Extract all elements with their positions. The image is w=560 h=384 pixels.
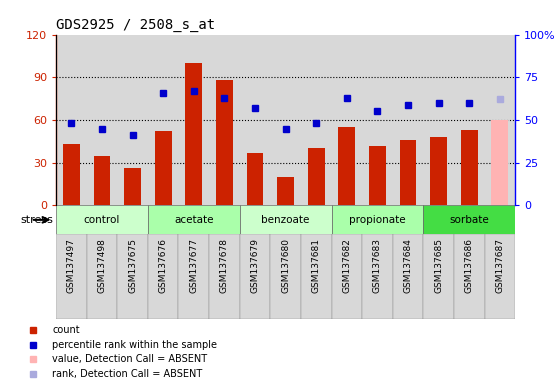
Bar	[179, 35, 209, 205]
Text: GSM137677: GSM137677	[189, 238, 198, 293]
Bar	[393, 35, 423, 205]
Text: GSM137497: GSM137497	[67, 238, 76, 293]
Bar	[484, 234, 515, 319]
Bar	[240, 35, 270, 205]
Text: GSM137683: GSM137683	[373, 238, 382, 293]
Bar	[56, 234, 87, 319]
Text: sorbate: sorbate	[450, 215, 489, 225]
Bar	[63, 144, 80, 205]
Text: GSM137682: GSM137682	[342, 238, 351, 293]
Text: GDS2925 / 2508_s_at: GDS2925 / 2508_s_at	[56, 18, 215, 32]
Text: GSM137681: GSM137681	[312, 238, 321, 293]
Bar	[338, 127, 355, 205]
Bar	[332, 35, 362, 205]
Bar	[185, 63, 202, 205]
Text: GSM137678: GSM137678	[220, 238, 229, 293]
Bar	[270, 234, 301, 319]
Bar	[332, 205, 423, 234]
Bar	[148, 35, 179, 205]
Text: control: control	[84, 215, 120, 225]
Bar	[301, 35, 332, 205]
Bar	[240, 205, 332, 234]
Bar	[423, 205, 515, 234]
Text: stress: stress	[20, 215, 53, 225]
Bar	[94, 156, 110, 205]
Bar	[148, 205, 240, 234]
Bar	[301, 234, 332, 319]
Text: GSM137686: GSM137686	[465, 238, 474, 293]
Text: GSM137684: GSM137684	[404, 238, 413, 293]
Bar	[400, 140, 417, 205]
Bar	[454, 35, 484, 205]
Bar	[492, 120, 508, 205]
Text: GSM137679: GSM137679	[250, 238, 259, 293]
Bar	[117, 234, 148, 319]
Text: GSM137676: GSM137676	[158, 238, 167, 293]
Text: rank, Detection Call = ABSENT: rank, Detection Call = ABSENT	[53, 369, 203, 379]
Text: count: count	[53, 326, 80, 336]
Bar	[369, 146, 386, 205]
Bar	[209, 35, 240, 205]
Text: GSM137687: GSM137687	[496, 238, 505, 293]
Text: GSM137680: GSM137680	[281, 238, 290, 293]
Bar	[56, 205, 148, 234]
Text: GSM137498: GSM137498	[97, 238, 106, 293]
Text: percentile rank within the sample: percentile rank within the sample	[53, 340, 217, 350]
Bar	[454, 234, 484, 319]
Bar	[246, 153, 263, 205]
Bar	[277, 177, 294, 205]
Bar	[87, 234, 117, 319]
Bar	[124, 169, 141, 205]
Bar	[362, 234, 393, 319]
Bar	[56, 35, 87, 205]
Text: benzoate: benzoate	[262, 215, 310, 225]
Text: GSM137685: GSM137685	[434, 238, 443, 293]
Bar	[216, 80, 233, 205]
Bar	[240, 234, 270, 319]
Bar	[484, 35, 515, 205]
Bar	[461, 130, 478, 205]
Bar	[423, 35, 454, 205]
Bar	[362, 35, 393, 205]
Bar	[148, 234, 179, 319]
Bar	[179, 234, 209, 319]
Bar	[87, 35, 117, 205]
Bar	[155, 131, 171, 205]
Bar	[308, 149, 325, 205]
Bar	[270, 35, 301, 205]
Bar	[393, 234, 423, 319]
Bar	[430, 137, 447, 205]
Text: value, Detection Call = ABSENT: value, Detection Call = ABSENT	[53, 354, 208, 364]
Bar	[209, 234, 240, 319]
Bar	[117, 35, 148, 205]
Bar	[423, 234, 454, 319]
Text: GSM137675: GSM137675	[128, 238, 137, 293]
Text: acetate: acetate	[174, 215, 213, 225]
Text: propionate: propionate	[349, 215, 406, 225]
Bar	[332, 234, 362, 319]
